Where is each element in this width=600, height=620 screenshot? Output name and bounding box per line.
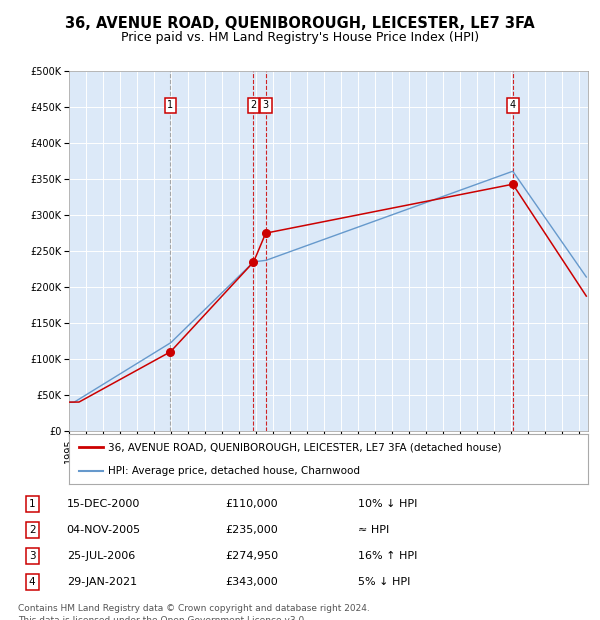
Text: HPI: Average price, detached house, Charnwood: HPI: Average price, detached house, Char… (108, 466, 360, 476)
Text: £274,950: £274,950 (225, 551, 278, 561)
Text: Price paid vs. HM Land Registry's House Price Index (HPI): Price paid vs. HM Land Registry's House … (121, 31, 479, 44)
Text: 3: 3 (263, 100, 269, 110)
Text: 3: 3 (29, 551, 35, 561)
Text: 29-JAN-2021: 29-JAN-2021 (67, 577, 137, 587)
Text: £343,000: £343,000 (225, 577, 278, 587)
Text: 1: 1 (167, 100, 173, 110)
Text: 15-DEC-2000: 15-DEC-2000 (67, 499, 140, 509)
Text: 1: 1 (29, 499, 35, 509)
Text: 4: 4 (29, 577, 35, 587)
Text: 10% ↓ HPI: 10% ↓ HPI (358, 499, 417, 509)
Text: 4: 4 (510, 100, 516, 110)
Text: ≈ HPI: ≈ HPI (358, 525, 389, 535)
Text: 2: 2 (250, 100, 257, 110)
Text: 36, AVENUE ROAD, QUENIBOROUGH, LEICESTER, LE7 3FA: 36, AVENUE ROAD, QUENIBOROUGH, LEICESTER… (65, 16, 535, 30)
Text: 5% ↓ HPI: 5% ↓ HPI (358, 577, 410, 587)
Text: 25-JUL-2006: 25-JUL-2006 (67, 551, 135, 561)
Text: 04-NOV-2005: 04-NOV-2005 (67, 525, 141, 535)
Text: £110,000: £110,000 (225, 499, 278, 509)
Text: 36, AVENUE ROAD, QUENIBOROUGH, LEICESTER, LE7 3FA (detached house): 36, AVENUE ROAD, QUENIBOROUGH, LEICESTER… (108, 443, 502, 453)
Text: £235,000: £235,000 (225, 525, 278, 535)
Text: 2: 2 (29, 525, 35, 535)
Text: Contains HM Land Registry data © Crown copyright and database right 2024.
This d: Contains HM Land Registry data © Crown c… (18, 604, 370, 620)
Text: 16% ↑ HPI: 16% ↑ HPI (358, 551, 417, 561)
